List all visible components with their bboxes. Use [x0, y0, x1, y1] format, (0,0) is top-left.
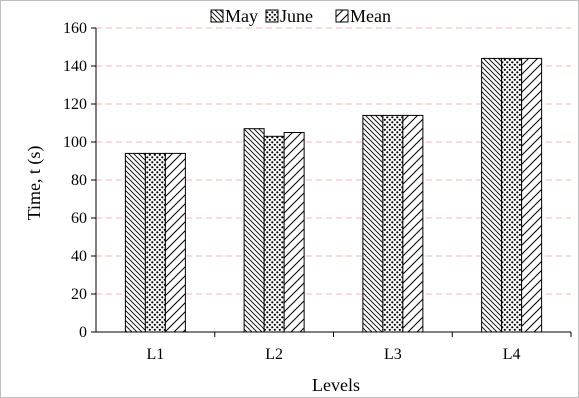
- x-axis-title: Levels: [312, 375, 360, 395]
- bar-june-l4: [501, 57, 523, 333]
- y-tick-label: 40: [71, 248, 87, 265]
- legend: May June Mean: [210, 6, 391, 26]
- y-tick-label: 0: [79, 324, 87, 341]
- bar-mean-l4: [521, 57, 543, 333]
- bar-mean-l2: [283, 132, 305, 333]
- bar-may-l1: [124, 152, 146, 333]
- legend-label-june: June: [280, 6, 313, 26]
- bar-may-l4: [481, 57, 503, 333]
- y-tick-label: 140: [63, 58, 87, 75]
- y-tick-label: 60: [71, 210, 87, 227]
- y-tick-label: 100: [63, 134, 87, 151]
- legend-swatch-june: [265, 9, 279, 23]
- bar-mean-l1: [164, 152, 186, 333]
- tick-labels: 0 20 40 60 80 100 120 140 160 L1 L2 L3 L4: [63, 20, 521, 363]
- legend-label-mean: Mean: [350, 6, 391, 26]
- bar-june-l1: [144, 152, 166, 333]
- y-tick-label: 80: [71, 172, 87, 189]
- bar-mean-l3: [402, 114, 424, 333]
- bar-may-l2: [243, 128, 265, 333]
- bar-june-l3: [382, 114, 404, 333]
- legend-swatch-may: [210, 9, 224, 23]
- x-tick-label: L3: [384, 346, 402, 363]
- y-tick-label: 120: [63, 96, 87, 113]
- y-tick-label: 20: [71, 286, 87, 303]
- y-tick-label: 160: [63, 20, 87, 37]
- bar-june-l2: [263, 135, 285, 333]
- y-axis-title: Time, t (s): [24, 146, 45, 221]
- x-tick-label: L2: [265, 346, 283, 363]
- axes: [91, 27, 572, 337]
- x-tick-label: L1: [146, 346, 164, 363]
- bars: [124, 57, 543, 333]
- legend-swatch-mean: [335, 9, 349, 23]
- legend-label-may: May: [225, 6, 258, 26]
- bar-may-l3: [362, 114, 384, 333]
- x-tick-label: L4: [503, 346, 521, 363]
